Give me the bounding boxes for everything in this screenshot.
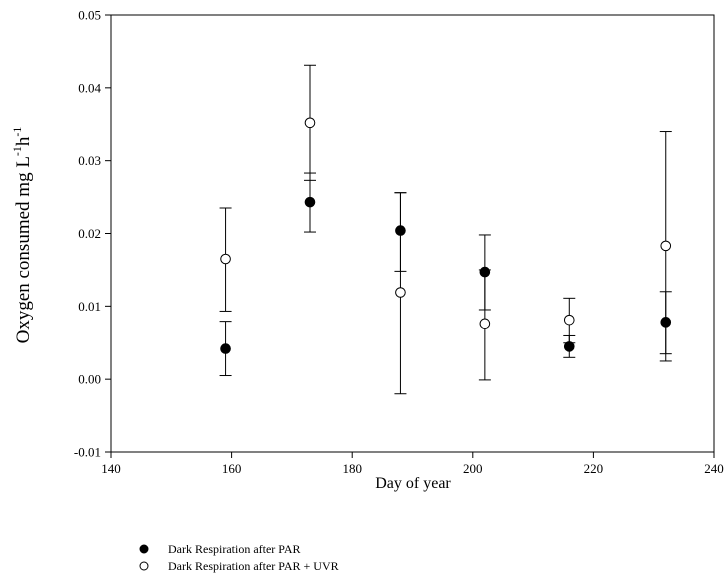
y-tick-label: 0.03: [78, 153, 101, 168]
y-axis-title-part1: Oxygen consumed mg L: [13, 156, 34, 343]
y-tick-label: 0.01: [78, 299, 101, 314]
y-axis: -0.01 0.00 0.01 0.02 0.03 0.04 0.05: [74, 8, 111, 460]
legend: Dark Respiration after PAR Dark Respirat…: [139, 542, 339, 573]
x-tick-label: 200: [463, 461, 483, 476]
legend-marker-par: [139, 544, 149, 554]
legend-label-par: Dark Respiration after PAR: [168, 542, 301, 556]
x-tick-label: 140: [101, 461, 121, 476]
y-axis-title-part2: h: [13, 136, 34, 146]
x-tick-label: 240: [704, 461, 724, 476]
y-axis-title: Oxygen consumed mg L-1h-1: [10, 127, 34, 344]
x-tick-label: 180: [342, 461, 362, 476]
data-point: [479, 318, 491, 330]
data-point: [563, 314, 575, 326]
y-tick-label: -0.01: [74, 445, 101, 460]
y-tick-label: 0.05: [78, 8, 101, 23]
y-axis-title-sup2: -1: [10, 127, 24, 137]
data-point: [304, 117, 316, 129]
series-par: [219, 172, 672, 377]
data-point: [220, 253, 231, 265]
data-point: [304, 196, 316, 208]
data-point: [395, 287, 406, 298]
series-par-uvr: [219, 64, 672, 395]
y-tick-label: 0.02: [78, 226, 101, 241]
data-point: [220, 343, 231, 354]
y-tick-label: 0.04: [78, 80, 101, 95]
data-series: [219, 64, 672, 395]
x-tick-label: 220: [584, 461, 604, 476]
y-tick-label: 0.00: [78, 372, 101, 387]
plot-frame: [110, 14, 715, 453]
legend-marker-par-uvr: [139, 561, 149, 571]
x-axis-title: Day of year: [375, 475, 451, 492]
plot-area: [110, 14, 715, 453]
y-axis-title-sup1: -1: [10, 146, 24, 156]
x-axis: 140 160 180 200 220 240: [101, 452, 724, 476]
legend-label-par-uvr: Dark Respiration after PAR + UVR: [168, 559, 339, 573]
x-tick-label: 160: [222, 461, 242, 476]
data-point: [660, 240, 672, 252]
